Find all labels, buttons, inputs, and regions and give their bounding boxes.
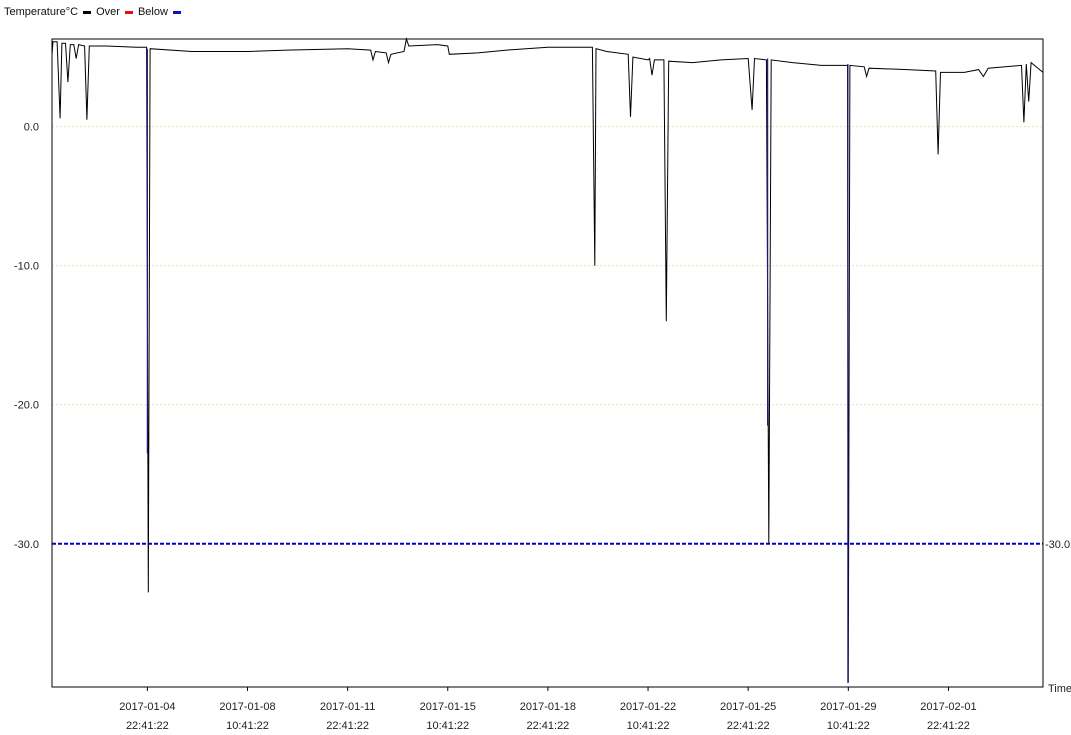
x-tick-time: 22:41:22 [526,720,569,732]
y-tick-label: -30.0 [14,539,39,551]
y-tick-label: 0.0 [24,122,39,134]
legend-swatch-below [172,10,181,14]
x-tick-time: 22:41:22 [126,720,169,732]
x-tick-date: 2017-01-29 [820,701,876,713]
x-tick-date: 2017-01-08 [219,701,275,713]
x-tick-time: 22:41:22 [927,720,970,732]
legend-swatch-series [83,10,92,14]
grid-lines [52,126,1043,406]
x-tick-date: 2017-01-18 [520,701,576,713]
plot-frame [51,38,1044,688]
series-layer [51,37,1044,683]
x-tick-time: 22:41:22 [727,720,770,732]
x-tick-time: 22:41:22 [326,720,369,732]
x-tick-time: 10:41:22 [226,720,269,732]
x-tick-date: 2017-01-22 [620,701,676,713]
x-tick-date: 2017-01-15 [420,701,476,713]
x-tick-date: 2017-02-01 [920,701,976,713]
chart-legend: Temperature°C Over Below [4,4,186,20]
legend-swatch-over [124,10,133,14]
threshold-layer: -30.0 [52,539,1070,551]
x-tick-date: 2017-01-04 [119,701,175,713]
x-tick-date: 2017-01-25 [720,701,776,713]
x-tick-time: 10:41:22 [627,720,670,732]
threshold-label: -30.0 [1045,539,1070,551]
x-axis: 2017-01-04 22:41:22 2017-01-08 10:41:22 2017… [119,683,1071,732]
series-line-temperature [51,37,1044,683]
x-tick-time: 10:41:22 [426,720,469,732]
x-axis-label: Time [1048,683,1071,695]
x-tick-time: 10:41:22 [827,720,870,732]
legend-below-label: Below [137,6,168,18]
y-tick-label: -20.0 [14,400,39,412]
legend-over-label: Over [96,6,120,18]
y-tick-label: -10.0 [14,261,39,273]
legend-title: Temperature°C [4,6,79,18]
y-axis: 0.0 -10.0 -20.0 -30.0 [14,122,39,551]
x-tick-date: 2017-01-11 [320,701,375,713]
